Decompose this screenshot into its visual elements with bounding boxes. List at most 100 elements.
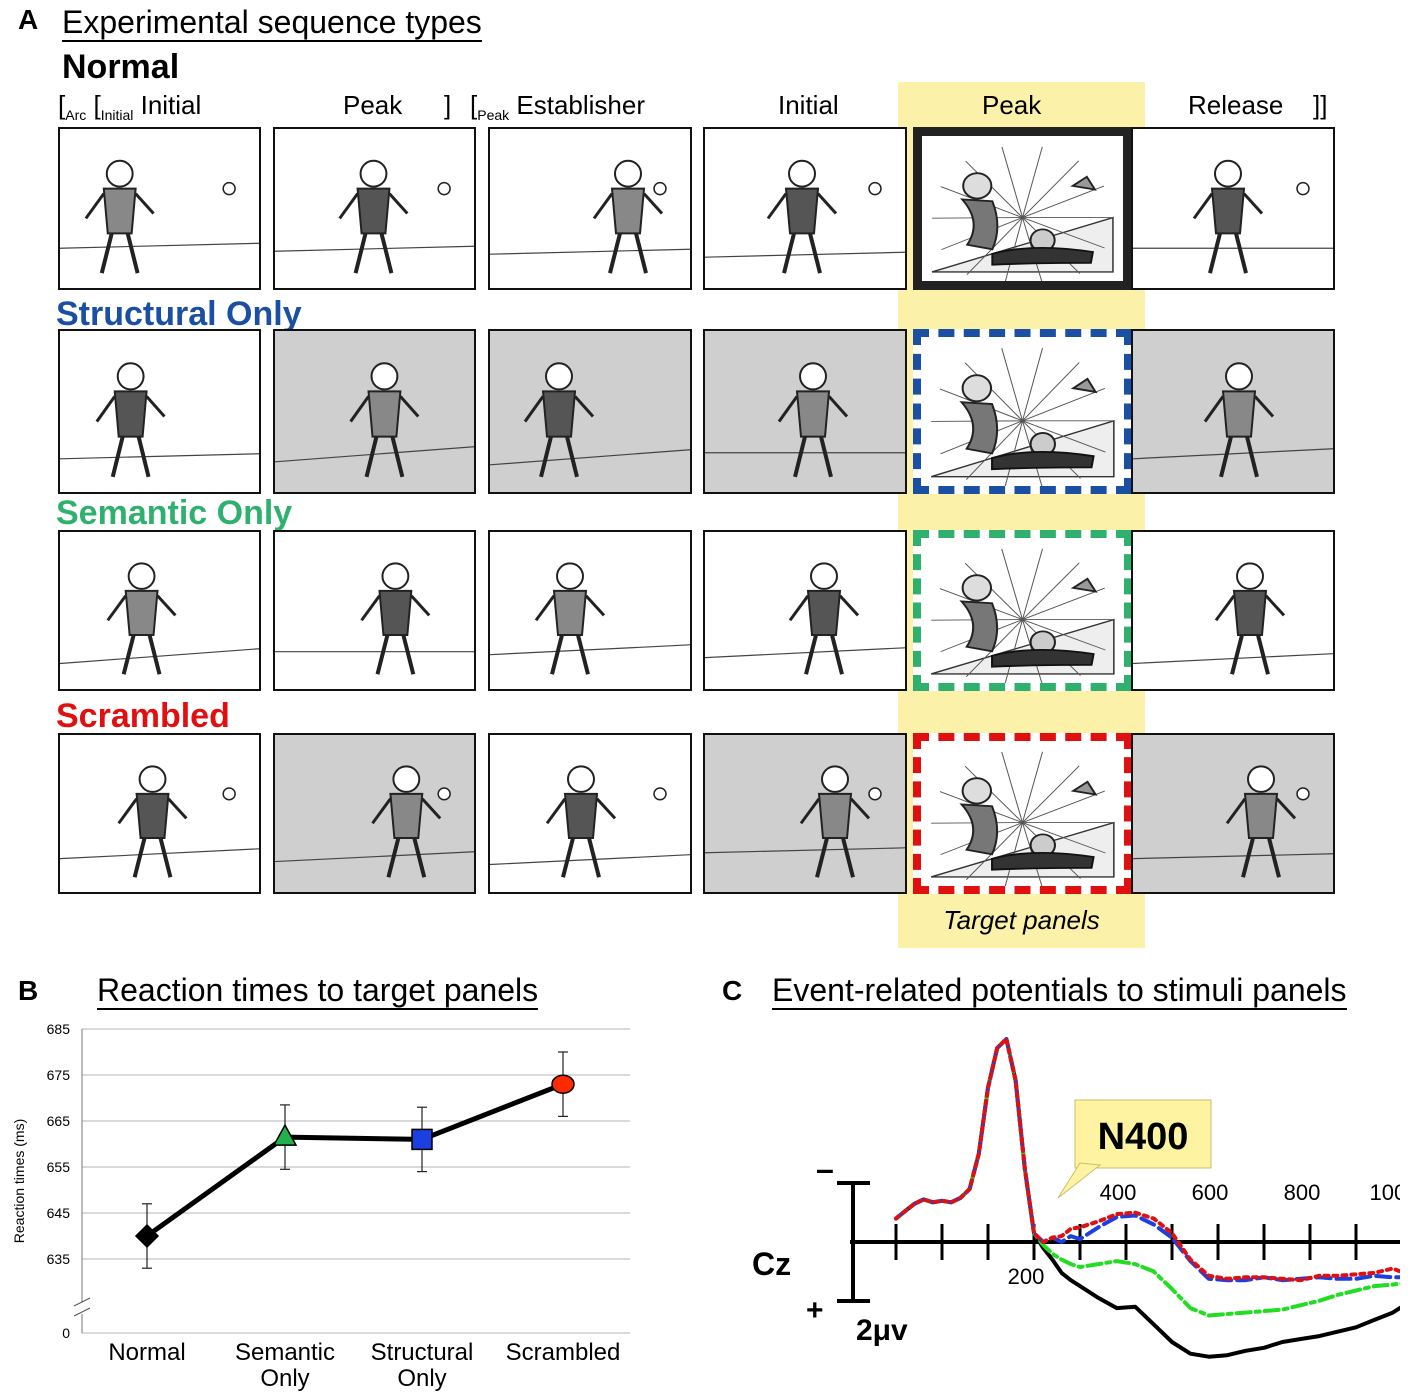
comic-panel-structural-2 [273, 329, 476, 494]
bracket-open-2: [ [86, 90, 101, 120]
comic-panel-scrambled-6 [1131, 733, 1335, 894]
panel-b-letter: B [18, 975, 39, 1006]
header-initial-1: Initial [133, 90, 202, 120]
comic-illustration [60, 159, 259, 274]
data-point-diamond [134, 1223, 160, 1249]
comic-illustration [705, 562, 905, 675]
comic-illustration [930, 548, 1115, 683]
comic-illustration [705, 159, 905, 274]
column-header-3: [Peak Establisher [470, 90, 645, 123]
comic-panel-semantic-4 [703, 530, 907, 691]
panel-c-title: Event-related potentials to stimuli pane… [772, 972, 1347, 1010]
comic-illustration [490, 765, 690, 878]
row-label-structural: Structural Only [56, 295, 302, 333]
comic-illustration [275, 562, 474, 675]
x-tick-label: Normal [108, 1339, 185, 1366]
data-point-circle [551, 1074, 575, 1094]
comic-illustration [930, 751, 1115, 886]
comic-illustration [490, 362, 690, 478]
bracket-open: [ [58, 90, 66, 120]
comic-panel-scrambled-4 [703, 733, 907, 894]
comic-panel-normal-3 [488, 127, 692, 290]
comic-panel-semantic-5 [913, 530, 1132, 691]
bracket-open-peak: [ [470, 90, 478, 120]
column-header-6: Release [1188, 90, 1284, 120]
voltage-scale-bar [837, 1181, 870, 1303]
axis-break-icon [73, 1297, 91, 1317]
comic-illustration [1133, 362, 1333, 478]
comic-illustration [490, 159, 690, 274]
comic-illustration [705, 765, 905, 878]
target-panels-label: Target panels [943, 905, 1100, 935]
comic-panel-structural-4 [703, 329, 907, 494]
subscript-initial: Initial [100, 107, 134, 123]
comic-illustration [275, 362, 474, 478]
comic-panel-semantic-3 [488, 530, 692, 691]
y-tick-label: 635 [47, 1251, 71, 1267]
subscript-peak: Peak [477, 107, 510, 123]
column-header-4: Initial [778, 90, 839, 120]
comic-panel-structural-5 [913, 329, 1132, 494]
column-header-1: [Arc [Initial Initial [58, 90, 201, 123]
comic-panel-structural-6 [1131, 329, 1335, 494]
electrode-label: Cz [752, 1246, 791, 1282]
x-tick-label: Only [397, 1365, 446, 1392]
comic-illustration [1133, 159, 1333, 274]
comic-illustration [705, 362, 905, 478]
scale-magnitude-label: 2μv [856, 1314, 908, 1347]
comic-panel-normal-5 [913, 127, 1132, 290]
comic-panel-structural-3 [488, 329, 692, 494]
scale-plus-label: + [806, 1294, 824, 1327]
panel-a-title: Experimental sequence types [62, 4, 482, 42]
erp-waveform-solid [894, 1037, 1400, 1359]
panel-a-letter: A [18, 4, 39, 35]
erp-tick-label: 200 [1008, 1264, 1045, 1289]
panel-b-title: Reaction times to target panels [97, 972, 539, 1010]
comic-panel-normal-2 [273, 127, 476, 290]
x-tick-label: Scrambled [506, 1339, 621, 1366]
comic-illustration [490, 562, 690, 675]
erp-chart: 200 400 600 800 1000 – +2μv Cz N400 [740, 1015, 1400, 1375]
erp-tick-label: 1000 [1370, 1180, 1400, 1205]
comic-panel-semantic-1 [58, 530, 261, 691]
row-label-normal: Normal [62, 48, 180, 86]
erp-tick-label: 600 [1192, 1180, 1229, 1205]
comic-illustration [275, 159, 474, 274]
comic-illustration [931, 146, 1114, 281]
comic-illustration [1133, 562, 1333, 675]
comic-panel-semantic-6 [1131, 530, 1335, 691]
y-tick-label: 655 [47, 1159, 71, 1175]
panel-c-letter: C [722, 975, 743, 1006]
row-label-scrambled: Scrambled [56, 697, 230, 735]
column-header-2-close: ] [444, 90, 452, 120]
column-header-5: Peak [982, 90, 1042, 120]
header-establisher: Establisher [509, 90, 645, 120]
n400-label: N400 [1098, 1116, 1189, 1158]
comic-illustration [60, 362, 259, 478]
scale-minus-label: – [816, 1151, 834, 1187]
n400-callout: N400 [1057, 1099, 1212, 1199]
column-header-2: Peak [343, 90, 403, 120]
comic-panel-normal-6 [1131, 127, 1335, 290]
data-point-square [411, 1128, 433, 1151]
data-point-triangle [272, 1123, 298, 1146]
erp-tick-label: 800 [1284, 1180, 1321, 1205]
erp-waveform-dotted [894, 1037, 1400, 1283]
erp-svg: 200 400 600 800 1000 – +2μv Cz N400 [752, 1037, 1400, 1359]
comic-illustration [60, 765, 259, 878]
y-tick-label: 675 [47, 1067, 71, 1083]
y-tick-label: 665 [47, 1113, 71, 1129]
comic-panel-structural-1 [58, 329, 261, 494]
subscript-arc: Arc [65, 107, 87, 123]
x-tick-label: Semantic [235, 1339, 335, 1366]
comic-illustration [930, 348, 1115, 486]
y-axis-label: Reaction times (ms) [11, 1119, 27, 1243]
x-tick-label: Only [260, 1365, 309, 1392]
reaction-time-svg: 0 635 645 655 665 675 685 Reaction times (ms) No… [11, 1021, 630, 1392]
x-tick-label: Structural [371, 1339, 474, 1366]
comic-illustration [60, 562, 259, 675]
column-header-6-close: ]] [1313, 90, 1328, 120]
y-tick-label: 685 [47, 1021, 71, 1037]
comic-panel-semantic-2 [273, 530, 476, 691]
rt-line [145, 1081, 564, 1239]
